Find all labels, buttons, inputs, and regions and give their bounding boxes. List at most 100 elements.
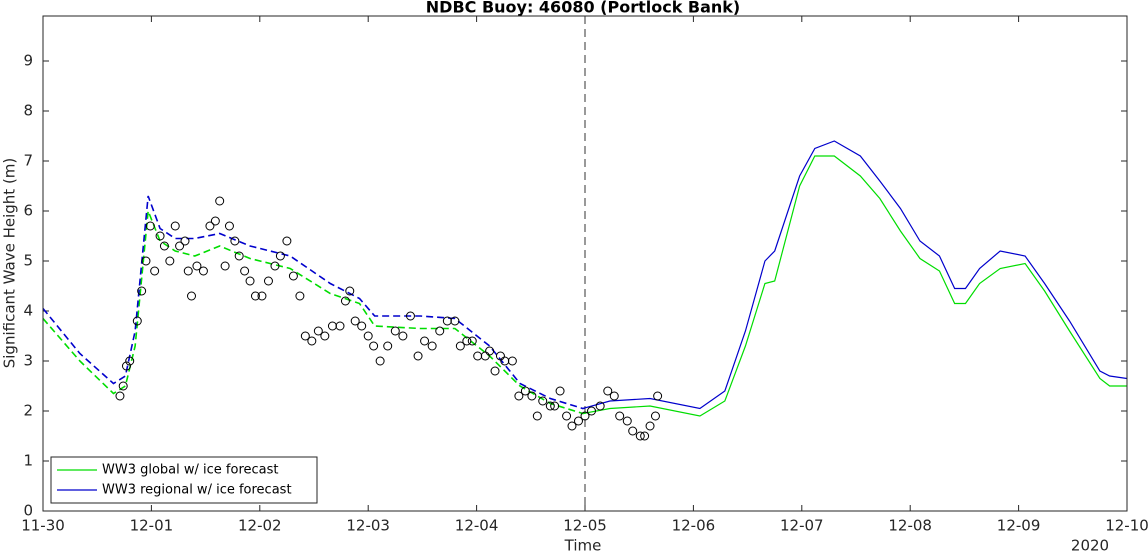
observation [205, 221, 215, 231]
observation [538, 396, 548, 406]
observation [427, 341, 437, 351]
y-tick-label: 2 [23, 402, 33, 420]
observation [340, 296, 350, 306]
observation [520, 386, 530, 396]
y-tick-label: 6 [23, 202, 33, 220]
y-tick-label: 5 [23, 252, 33, 270]
observation [175, 241, 185, 251]
x-axis-label: Time [564, 537, 602, 555]
observation [450, 316, 460, 326]
observation [357, 321, 367, 331]
observation [210, 216, 220, 226]
chart-title: NDBC Buoy: 46080 (Portlock Bank) [426, 0, 740, 17]
observation [532, 411, 542, 421]
observation [573, 416, 583, 426]
observation [257, 291, 267, 301]
y-tick-label: 1 [23, 452, 33, 470]
observation [180, 236, 190, 246]
y-tick-label: 9 [23, 52, 33, 70]
hindcast-line [43, 210, 585, 415]
observation [390, 326, 400, 336]
y-tick-label: 8 [23, 102, 33, 120]
observation [335, 321, 345, 331]
observation [282, 236, 292, 246]
observation [350, 316, 360, 326]
observation [118, 381, 128, 391]
observation [215, 196, 225, 206]
observation [250, 291, 260, 301]
observation [467, 336, 477, 346]
observation [245, 276, 255, 286]
axes-frame [42, 15, 1128, 512]
observation [405, 311, 415, 321]
observation [562, 411, 572, 421]
legend-box [50, 456, 318, 504]
y-tick-label: 0 [23, 502, 33, 520]
x-tick-label: 12-04 [455, 517, 499, 535]
observation [220, 261, 230, 271]
x-tick-label: 12-10 [1105, 517, 1148, 535]
observation [640, 431, 650, 441]
y-tick-label: 3 [23, 352, 33, 370]
x-tick-label: 12-02 [238, 517, 282, 535]
x-tick-label: 12-07 [780, 517, 824, 535]
observation [363, 331, 373, 341]
observation [490, 366, 500, 376]
observation [115, 391, 125, 401]
forecast-line [585, 155, 1127, 417]
x-tick-label: 12-03 [346, 517, 390, 535]
observation [653, 391, 663, 401]
observation [622, 416, 632, 426]
forecast-line [585, 140, 1127, 410]
observation [132, 316, 142, 326]
observation [555, 386, 565, 396]
x-tick-label: 11-30 [21, 517, 65, 535]
observation [165, 256, 175, 266]
observation [420, 336, 430, 346]
x-tick-label: 12-05 [563, 517, 607, 535]
observation [263, 276, 273, 286]
observation [345, 286, 355, 296]
observation [137, 286, 147, 296]
observation [125, 356, 135, 366]
observation [635, 431, 645, 441]
observation [150, 266, 160, 276]
observation [198, 266, 208, 276]
observation [650, 411, 660, 421]
observation [413, 351, 423, 361]
observation [550, 401, 560, 411]
legend-text: WW3 global w/ ice forecast [102, 463, 279, 478]
observation [514, 391, 524, 401]
observation [375, 356, 385, 366]
observation [628, 426, 638, 436]
observation [183, 266, 193, 276]
observation [155, 231, 165, 241]
observation [230, 236, 240, 246]
observation [645, 421, 655, 431]
observation [313, 326, 323, 336]
observation [369, 341, 379, 351]
observation [507, 356, 517, 366]
observation [187, 291, 197, 301]
observation [383, 341, 393, 351]
observation [603, 386, 613, 396]
observation [615, 411, 625, 421]
legend-text: WW3 regional w/ ice forecast [102, 483, 292, 498]
observation [275, 251, 285, 261]
observation [609, 391, 619, 401]
observation [145, 221, 155, 231]
observation [224, 221, 234, 231]
x-year-label: 2020 [1071, 537, 1109, 555]
observation [527, 391, 537, 401]
y-tick-label: 4 [23, 302, 33, 320]
observation [462, 336, 472, 346]
observation [300, 331, 310, 341]
x-tick-label: 12-06 [672, 517, 716, 535]
x-tick-label: 12-08 [888, 517, 932, 535]
observation [240, 266, 250, 276]
observation [455, 341, 465, 351]
observation [580, 411, 590, 421]
x-tick-label: 12-01 [130, 517, 174, 535]
observation [159, 241, 169, 251]
y-tick-label: 7 [23, 152, 33, 170]
